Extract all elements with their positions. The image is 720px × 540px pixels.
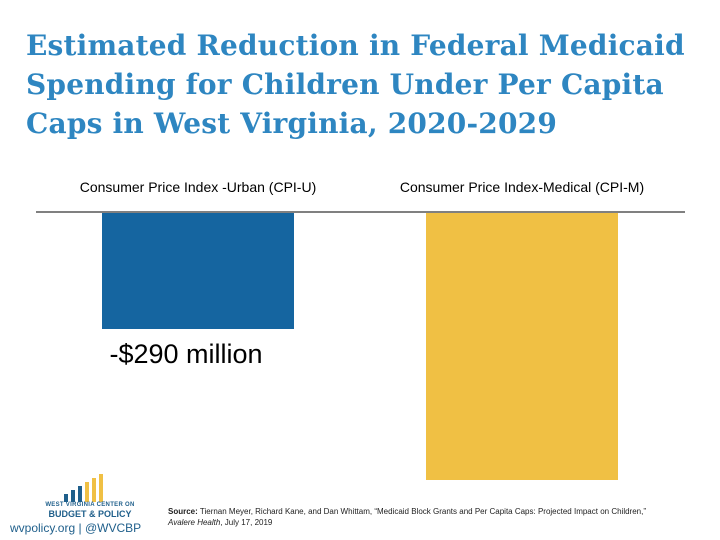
logo-bar <box>64 494 68 502</box>
category-label: Consumer Price Index-Medical (CPI-M) <box>400 179 644 195</box>
title-line: Spending for Children Under Per Capita <box>26 68 664 101</box>
logo-bar <box>99 474 103 502</box>
source-text: Tiernan Meyer, Richard Kane, and Dan Whi… <box>199 507 647 516</box>
title-line: Estimated Reduction in Federal Medicaid <box>26 29 685 62</box>
logo-bars-icon <box>64 472 114 502</box>
separator: | <box>78 521 82 535</box>
bar <box>102 213 294 329</box>
source-date: , July 17, 2019 <box>220 518 273 527</box>
category-label: Consumer Price Index -Urban (CPI-U) <box>80 179 317 195</box>
bar-chart: Consumer Price Index -Urban (CPI-U) Consu… <box>36 179 685 480</box>
logo-contact: wvpolicy.org | @WVCBP <box>10 521 160 535</box>
logo-bar <box>71 490 75 502</box>
website-link[interactable]: wvpolicy.org <box>10 521 76 535</box>
twitter-handle[interactable]: @WVCBP <box>84 521 142 535</box>
chart-title: Estimated Reduction in Federal Medicaid … <box>26 26 706 143</box>
source-publication: Avalere Health <box>168 518 221 527</box>
logo-bar <box>85 482 89 502</box>
logo-bar <box>92 478 96 502</box>
wvcbp-logo: WEST VIRGINIA CENTER ON BUDGET & POLICY … <box>10 472 160 535</box>
bar <box>426 213 618 480</box>
source-label: Source: <box>168 507 198 516</box>
value-label: -$290 million <box>109 339 262 369</box>
title-line: Caps in West Virginia, 2020-2029 <box>26 107 558 140</box>
source-note: Source: Tiernan Meyer, Richard Kane, and… <box>168 506 713 528</box>
logo-bar <box>78 486 82 502</box>
logo-org-line2: BUDGET & POLICY <box>48 509 132 519</box>
logo-org-line1: WEST VIRGINIA CENTER ON <box>45 502 135 508</box>
